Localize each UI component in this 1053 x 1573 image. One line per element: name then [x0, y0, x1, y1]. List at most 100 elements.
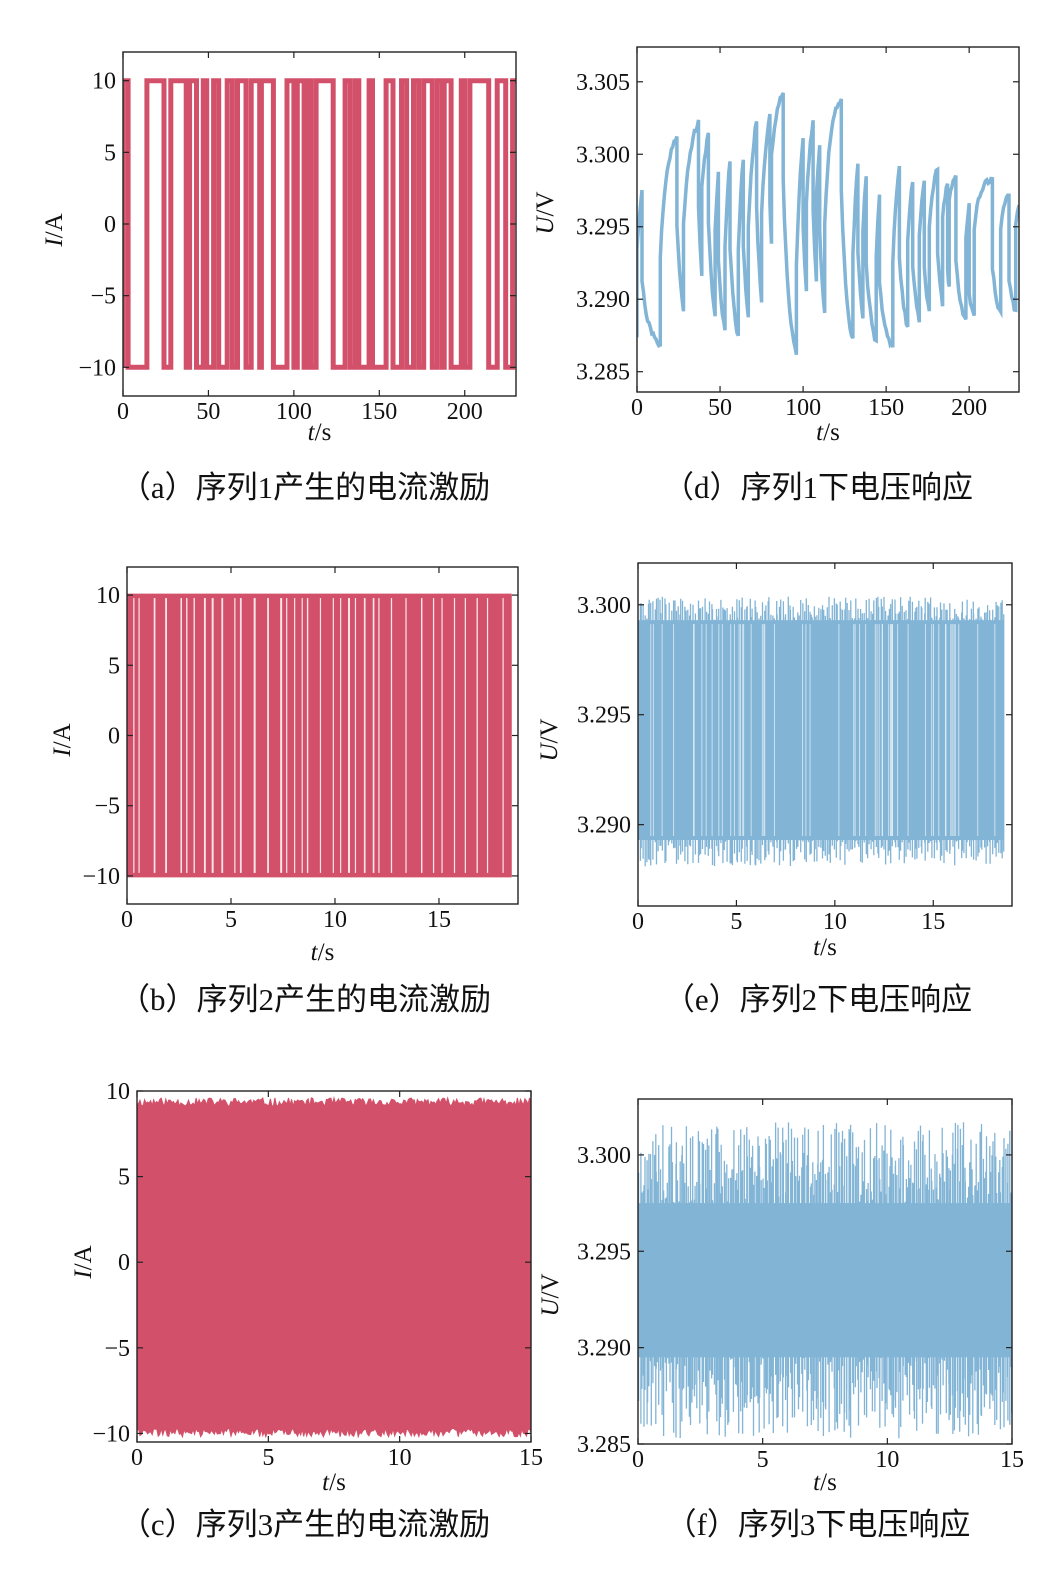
plot-area	[638, 1122, 1012, 1439]
y-tick-label: −5	[104, 1336, 130, 1362]
y-axis-label: U/V	[532, 191, 559, 234]
series-gap	[267, 598, 269, 873]
series-gap	[138, 598, 140, 873]
series-gap	[332, 598, 334, 873]
y-tick-label: 3.285	[576, 360, 630, 386]
y-tick-label: 3.290	[577, 813, 631, 839]
x-tick-label: 15	[519, 1445, 543, 1471]
chart-e: 0 5 10 15 3.300 3.295 3.290 t/s U/V （e）序列2下电压响应	[536, 562, 1013, 1017]
series-gap	[372, 598, 375, 873]
series-gap	[363, 598, 366, 873]
x-tick-label: 100	[276, 399, 312, 425]
x-tick-label: 5	[225, 907, 237, 933]
x-tick-label: 0	[632, 1447, 644, 1473]
axes-frame	[637, 562, 1013, 907]
plot-area	[637, 92, 1019, 356]
series-gap	[441, 598, 443, 873]
x-tick-label: 10	[823, 909, 847, 935]
series-gap	[421, 598, 423, 873]
y-tick-label: 5	[118, 1165, 130, 1191]
x-tick-label: 0	[117, 399, 129, 425]
x-tick-label: 15	[427, 907, 451, 933]
x-tick-label: 5	[730, 909, 742, 935]
panel-caption: （d）序列1下电压响应	[663, 470, 973, 505]
axes-frame	[122, 51, 517, 397]
x-axis-label: t/s	[813, 934, 837, 961]
x-tick-label: 100	[785, 395, 821, 421]
series-gap	[378, 598, 380, 873]
series-gap	[203, 598, 206, 873]
y-axis-label: I/A	[49, 723, 76, 757]
x-tick-label: 15	[1000, 1447, 1024, 1473]
x-tick-label: 0	[631, 395, 643, 421]
x-tick-label: 15	[921, 909, 945, 935]
axes-frame	[136, 1090, 532, 1443]
series-gap	[221, 598, 224, 873]
y-axis-label: I/A	[70, 1245, 97, 1279]
x-tick-label: 10	[875, 1447, 899, 1473]
y-tick-label: 3.295	[576, 215, 630, 241]
x-tick-label: 200	[447, 399, 483, 425]
x-axis-label: t/s	[813, 1469, 837, 1496]
x-tick-label: 150	[868, 395, 904, 421]
x-axis-label: t/s	[308, 419, 332, 446]
chart-b: 0 5 10 15 10 5 0 −5 −10 t/s I/A （b）序列2产生的电流激励	[49, 566, 519, 1017]
series-fill	[137, 1095, 531, 1439]
series-gap	[464, 598, 466, 873]
series-gap	[319, 598, 322, 873]
y-tick-label: 3.290	[577, 1336, 631, 1362]
y-tick-label: 10	[96, 583, 120, 609]
series-gap	[348, 598, 350, 873]
series-gap	[286, 598, 288, 873]
y-tick-label: 10	[92, 69, 116, 95]
x-tick-label: 10	[323, 907, 347, 933]
series-gap	[165, 598, 168, 873]
series-gap	[280, 598, 283, 873]
series-gap	[186, 598, 188, 873]
series-gap	[153, 598, 156, 873]
y-tick-label: 0	[104, 212, 116, 238]
series-line	[123, 78, 516, 370]
x-tick-label: 10	[388, 1445, 412, 1471]
axes-frame	[637, 1098, 1013, 1445]
series-gap	[476, 598, 478, 873]
y-tick-label: 5	[104, 140, 116, 166]
series-gap	[340, 598, 342, 873]
chart-d: 0 50 100 150 200 3.305 3.300 3.295 3.290 3.285 t/s…	[532, 46, 1020, 505]
panel-caption: （f）序列3下电压响应	[666, 1507, 971, 1542]
panel-caption: （c）序列3产生的电流激励	[120, 1507, 490, 1542]
series-gap	[211, 598, 214, 873]
series-gap	[453, 598, 456, 873]
series-gap	[180, 598, 183, 873]
panel-caption: （b）序列2产生的电流激励	[119, 982, 491, 1017]
series-line	[637, 92, 1019, 356]
y-tick-label: 3.300	[577, 1143, 631, 1169]
y-tick-label: −10	[78, 355, 116, 381]
series-gap	[486, 598, 489, 873]
chart-f: 0 5 10 15 3.300 3.295 3.290 3.285 t/s U/V （f）序列3下电…	[537, 1098, 1024, 1542]
x-tick-label: 5	[262, 1445, 274, 1471]
plot-area	[123, 78, 516, 370]
x-tick-label: 150	[361, 399, 397, 425]
x-axis-label: t/s	[816, 419, 840, 446]
series-gap	[294, 598, 296, 873]
y-tick-label: 3.300	[576, 142, 630, 168]
y-tick-label: 3.285	[577, 1432, 631, 1458]
chart-c: 0 5 10 15 10 5 0 −5 −10 t/s I/A （c）序列3产生的电流激励	[70, 1079, 543, 1542]
plot-area	[638, 596, 1005, 867]
panel-caption: （a）序列1产生的电流激励	[120, 470, 490, 505]
y-tick-label: 3.290	[576, 287, 630, 313]
x-tick-label: 50	[196, 399, 220, 425]
series-gap	[306, 598, 309, 873]
y-tick-label: 3.305	[576, 70, 630, 96]
x-tick-label: 50	[708, 395, 732, 421]
panel-caption: （e）序列2下电压响应	[664, 982, 972, 1017]
x-tick-label: 200	[951, 395, 987, 421]
series-gap	[405, 598, 407, 873]
y-tick-label: 0	[108, 724, 120, 750]
series-gap	[354, 598, 357, 873]
plot-area	[137, 1095, 531, 1439]
series-gap	[432, 598, 435, 873]
